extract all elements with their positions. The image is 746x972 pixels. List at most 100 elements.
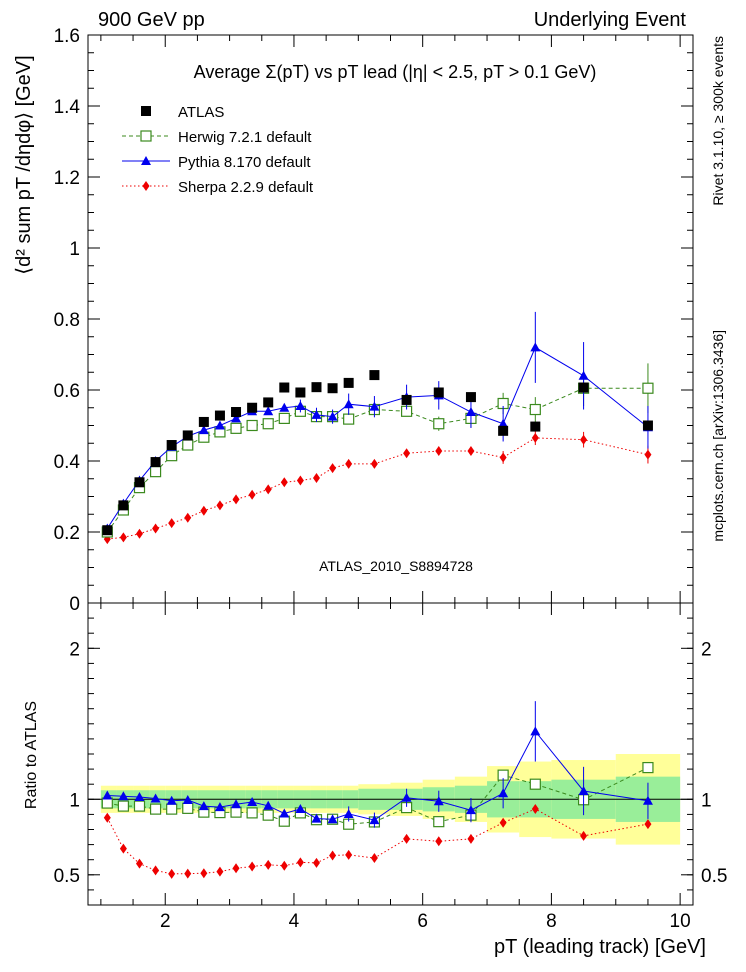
ratio-point: [263, 800, 274, 810]
ratio-point: [531, 803, 539, 814]
data-point: [214, 420, 225, 430]
ratio-point: [329, 850, 337, 861]
data-point: [230, 422, 242, 434]
ratio-point: [264, 859, 272, 870]
top-panel-title: Average Σ(pT) vs pT lead (|η| < 2.5, pT …: [194, 62, 597, 82]
ratio-point: [311, 813, 322, 823]
ratio-point: [102, 790, 113, 800]
data-point: [530, 342, 541, 352]
top-y-tick-label: 0.6: [54, 381, 80, 402]
data-point: [198, 416, 209, 427]
x-tick-label: 6: [417, 911, 428, 932]
ratio-point: [216, 866, 224, 877]
ratio-point: [134, 792, 145, 802]
ratio-point: [248, 861, 256, 872]
data-point: [343, 377, 354, 388]
ratio-point: [168, 868, 176, 879]
ratio-point: [118, 791, 129, 801]
data-point: [370, 458, 378, 469]
ratio-point: [152, 865, 160, 876]
data-point: [531, 432, 539, 443]
ratio-point: [184, 868, 192, 879]
data-point: [166, 450, 178, 462]
top-y-tick-label: 1.4: [54, 97, 81, 118]
ratio-point: [345, 849, 353, 860]
ratio-point: [231, 799, 242, 809]
data-point: [578, 370, 589, 380]
ratio-point: [435, 836, 443, 847]
ratio-point: [327, 814, 338, 824]
data-point: [119, 532, 127, 543]
data-point: [343, 399, 354, 409]
ratio-point: [403, 833, 411, 844]
data-point: [345, 458, 353, 469]
data-point: [182, 439, 194, 451]
ratio-point: [119, 843, 127, 854]
data-point: [279, 382, 290, 393]
data-point: [248, 489, 256, 500]
data-point: [369, 370, 380, 381]
ratio-point: [246, 807, 258, 819]
ratio-point: [370, 853, 378, 864]
top-y-tick-label: 1.2: [54, 168, 80, 189]
x-tick-label: 4: [289, 911, 300, 932]
data-point: [467, 446, 475, 457]
data-point: [498, 418, 509, 428]
x-tick-label: 10: [670, 911, 691, 932]
ratio-point: [135, 858, 143, 869]
ratio-line: [107, 730, 649, 821]
bottom-y-tick-label-right: 0.5: [701, 866, 727, 887]
legend: ATLAS Herwig 7.2.1 default Pythia 8.170 de…: [122, 104, 314, 196]
data-point: [530, 421, 541, 432]
data-point: [184, 512, 192, 523]
ratio-point: [498, 788, 509, 798]
data-point: [580, 434, 588, 445]
ratio-point: [133, 800, 146, 812]
data-point: [433, 418, 445, 430]
ratio-series-sherpa: [103, 803, 652, 879]
top-y-tick-label: 0.2: [54, 523, 80, 544]
data-point: [369, 401, 380, 411]
data-point: [135, 528, 143, 539]
data-point: [231, 413, 242, 423]
x-axis-label: pT (leading track) [GeV]: [494, 936, 706, 958]
bottom-y-tick-label-right: 1: [701, 790, 712, 811]
ratio-point: [280, 860, 288, 871]
data-point: [263, 397, 274, 408]
ratio-point: [166, 803, 178, 815]
header-left: 900 GeV pp: [98, 9, 205, 31]
data-point: [465, 392, 476, 403]
data-point: [263, 406, 274, 416]
data-point: [182, 430, 193, 441]
data-point: [403, 448, 411, 459]
ratio-point: [467, 833, 475, 844]
bottom-panel: 0.5 0.5 1 1 2 2 2 4 6 8 10 Ratio to ATLAS pT (lead…: [23, 602, 727, 958]
ratio-point: [401, 792, 412, 802]
ratio-point: [465, 805, 476, 815]
watermark: ATLAS_2010_S8894728: [319, 558, 473, 574]
top-series-pythia: [102, 311, 653, 533]
ratio-point: [182, 802, 194, 814]
bottom-frame: [87, 602, 694, 906]
rivet-version-label: Rivet 3.1.10, ≥ 300k events: [710, 36, 726, 206]
top-y-tick-label: 1.6: [54, 26, 80, 47]
top-series-herwig: [101, 363, 654, 538]
ratio-point: [182, 795, 193, 805]
ratio-point: [499, 817, 507, 828]
ratio-point: [642, 795, 653, 805]
ratio-point: [101, 797, 113, 809]
data-point: [644, 449, 652, 460]
data-point: [343, 413, 355, 425]
ratio-point: [232, 863, 240, 874]
data-point: [166, 440, 177, 451]
x-tick-label: 8: [546, 911, 557, 932]
ratio-point: [312, 857, 320, 868]
bottom-y-tick-label: 1: [69, 790, 80, 811]
ratio-point: [214, 802, 225, 812]
ratio-line: [107, 767, 649, 825]
ratio-point: [642, 761, 654, 774]
ratio-point: [644, 819, 652, 830]
ratio-point: [578, 785, 589, 795]
top-y-tick-label: 0: [69, 594, 80, 615]
